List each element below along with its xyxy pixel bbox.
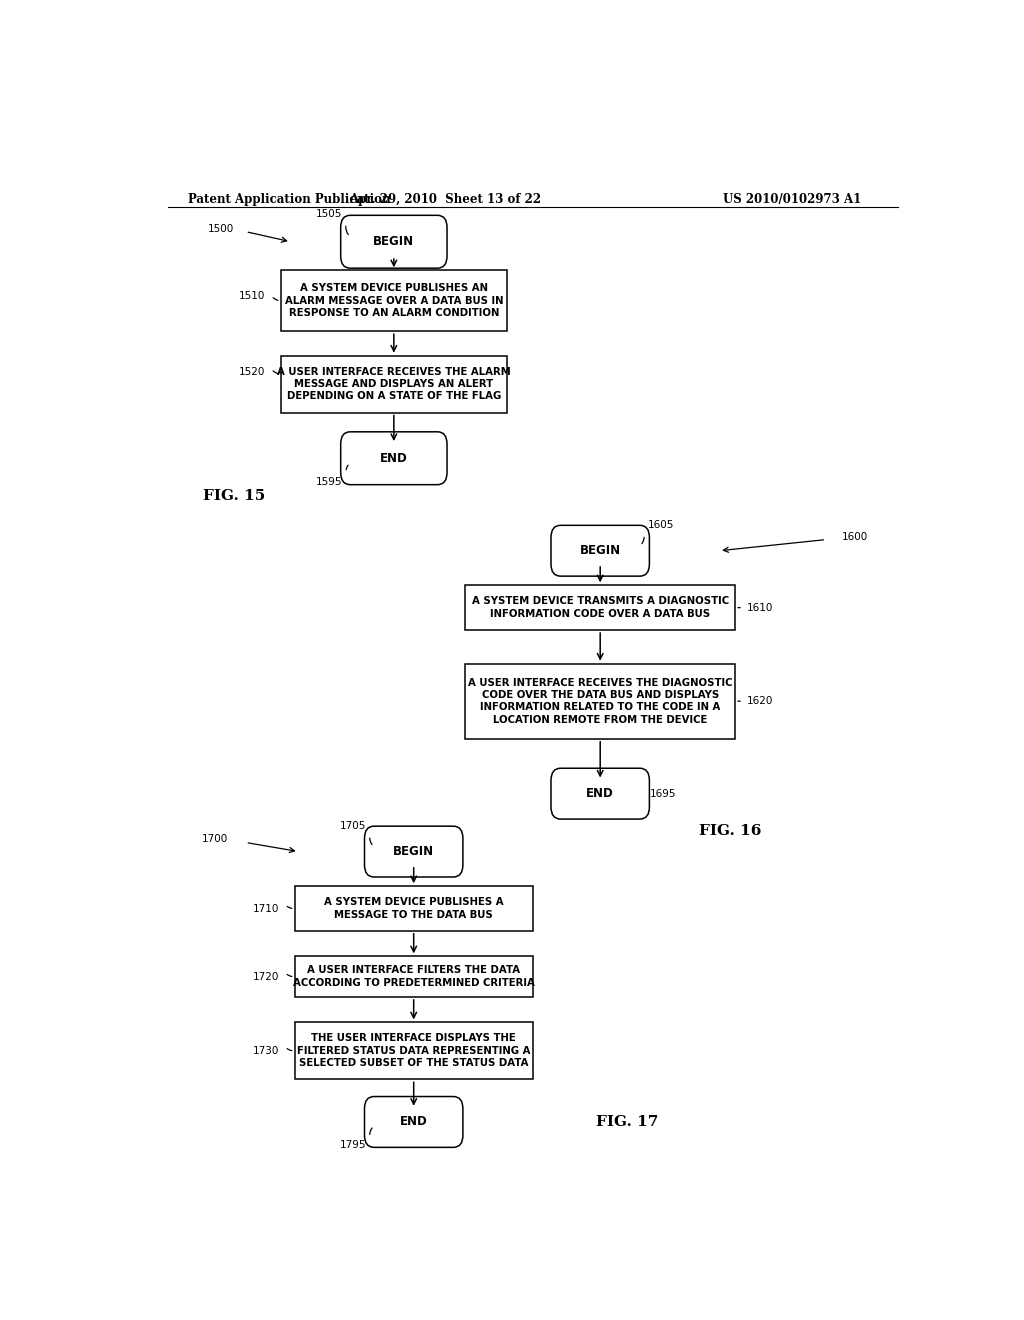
Text: 1730: 1730 [252,1045,279,1056]
Text: 1705: 1705 [340,821,367,832]
Text: Apr. 29, 2010  Sheet 13 of 22: Apr. 29, 2010 Sheet 13 of 22 [349,193,542,206]
Bar [465,664,735,739]
Text: 1610: 1610 [748,603,773,612]
FancyBboxPatch shape [365,826,463,876]
Bar [281,271,507,331]
Text: A SYSTEM DEVICE PUBLISHES AN
ALARM MESSAGE OVER A DATA BUS IN
RESPONSE TO AN ALA: A SYSTEM DEVICE PUBLISHES AN ALARM MESSA… [285,284,503,318]
Text: 1510: 1510 [239,290,265,301]
Text: 1505: 1505 [315,210,342,219]
Text: A SYSTEM DEVICE TRANSMITS A DIAGNOSTIC
INFORMATION CODE OVER A DATA BUS: A SYSTEM DEVICE TRANSMITS A DIAGNOSTIC I… [472,597,729,619]
Text: FIG. 16: FIG. 16 [699,824,762,838]
Text: 1695: 1695 [649,788,676,799]
Text: BEGIN: BEGIN [393,845,434,858]
Text: 1700: 1700 [202,834,228,845]
Text: A USER INTERFACE RECEIVES THE DIAGNOSTIC
CODE OVER THE DATA BUS AND DISPLAYS
INF: A USER INTERFACE RECEIVES THE DIAGNOSTIC… [468,677,732,725]
Bar [295,1022,532,1080]
Text: 1620: 1620 [748,696,773,706]
Text: 1600: 1600 [842,532,868,541]
Text: A USER INTERFACE FILTERS THE DATA
ACCORDING TO PREDETERMINED CRITERIA: A USER INTERFACE FILTERS THE DATA ACCORD… [293,965,535,987]
Bar [465,585,735,630]
Bar [295,886,532,931]
FancyBboxPatch shape [551,768,649,818]
Text: 1605: 1605 [648,520,674,531]
Text: END: END [399,1115,428,1129]
Text: END: END [380,451,408,465]
Text: 1795: 1795 [340,1140,367,1150]
FancyBboxPatch shape [341,432,447,484]
Text: FIG. 15: FIG. 15 [204,488,265,503]
Bar [281,355,507,412]
FancyBboxPatch shape [551,525,649,576]
Text: 1520: 1520 [239,367,265,376]
Text: BEGIN: BEGIN [580,544,621,557]
FancyBboxPatch shape [365,1097,463,1147]
Text: Patent Application Publication: Patent Application Publication [187,193,390,206]
Text: END: END [587,787,614,800]
Text: 1720: 1720 [252,972,279,982]
FancyBboxPatch shape [341,215,447,268]
Text: 1500: 1500 [207,223,233,234]
Text: US 2010/0102973 A1: US 2010/0102973 A1 [723,193,861,206]
Text: THE USER INTERFACE DISPLAYS THE
FILTERED STATUS DATA REPRESENTING A
SELECTED SUB: THE USER INTERFACE DISPLAYS THE FILTERED… [297,1034,530,1068]
Text: 1710: 1710 [252,903,279,913]
Text: 1595: 1595 [315,477,342,487]
Text: A USER INTERFACE RECEIVES THE ALARM
MESSAGE AND DISPLAYS AN ALERT
DEPENDING ON A: A USER INTERFACE RECEIVES THE ALARM MESS… [276,367,511,401]
Text: A SYSTEM DEVICE PUBLISHES A
MESSAGE TO THE DATA BUS: A SYSTEM DEVICE PUBLISHES A MESSAGE TO T… [324,898,504,920]
Text: BEGIN: BEGIN [374,235,415,248]
Bar [295,956,532,997]
Text: FIG. 17: FIG. 17 [596,1115,658,1129]
